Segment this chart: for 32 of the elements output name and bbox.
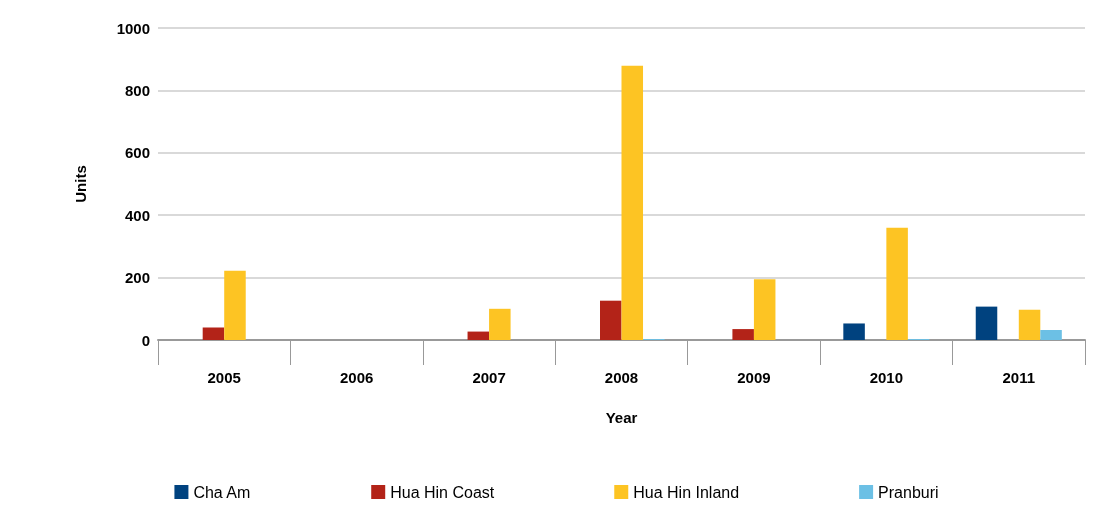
y-axis-title: Units bbox=[72, 165, 89, 203]
bar bbox=[732, 329, 754, 340]
x-tick-label: 2007 bbox=[472, 369, 506, 386]
legend-label: Hua Hin Inland bbox=[633, 483, 740, 501]
bar bbox=[886, 227, 908, 340]
bar bbox=[1040, 330, 1062, 340]
y-tick-label: 800 bbox=[124, 81, 150, 99]
bar bbox=[621, 65, 644, 340]
legend-label: Cha Am bbox=[193, 483, 251, 501]
y-tick-label: 400 bbox=[124, 206, 150, 224]
bar bbox=[1018, 309, 1041, 340]
bar bbox=[224, 270, 246, 340]
bar bbox=[489, 308, 511, 340]
legend-label: Hua Hin Coast bbox=[390, 483, 495, 501]
x-tick-label: 2008 bbox=[604, 369, 639, 386]
y-tick-label: 0 bbox=[141, 331, 150, 349]
bar bbox=[843, 323, 865, 340]
x-tick-label: 2006 bbox=[339, 369, 374, 386]
y-tick-label: 1000 bbox=[116, 19, 150, 37]
bar bbox=[975, 306, 998, 340]
y-tick-label: 200 bbox=[124, 269, 150, 287]
bar bbox=[202, 327, 225, 340]
x-tick-label: 2010 bbox=[869, 369, 904, 386]
bar bbox=[753, 279, 776, 340]
bar bbox=[599, 300, 622, 340]
y-tick-label: 600 bbox=[124, 144, 150, 162]
bar bbox=[467, 331, 490, 340]
x-tick-label: 2009 bbox=[737, 369, 771, 386]
x-tick-label: 2011 bbox=[1002, 369, 1036, 386]
legend-label: Pranburi bbox=[878, 483, 939, 501]
x-tick-label: 2005 bbox=[207, 369, 241, 386]
x-axis-title: Year bbox=[605, 409, 638, 426]
